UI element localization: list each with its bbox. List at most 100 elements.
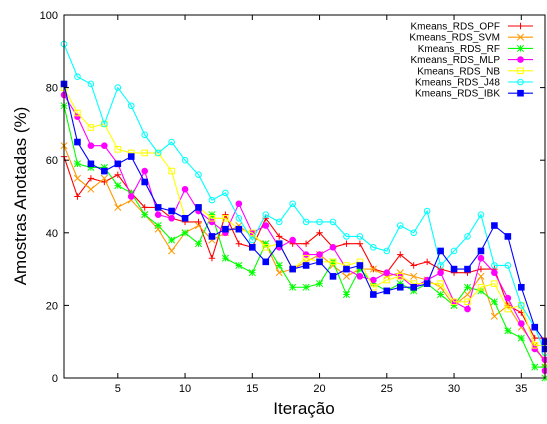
data-point (262, 258, 270, 266)
data-point (383, 287, 391, 295)
data-point (302, 240, 310, 247)
data-point (464, 305, 471, 313)
data-point (100, 174, 108, 182)
data-point (248, 269, 256, 277)
data-point (276, 233, 283, 240)
series-line (63, 83, 546, 349)
legend-marker (517, 56, 524, 63)
data-point (464, 265, 471, 273)
data-point (262, 240, 270, 248)
data-point (249, 244, 256, 251)
data-point (275, 218, 283, 226)
data-point (73, 160, 82, 168)
data-point (235, 200, 243, 208)
data-point (87, 80, 95, 88)
data-point (369, 280, 377, 288)
data-point (262, 211, 270, 218)
data-point (127, 193, 135, 200)
data-point (114, 182, 122, 190)
data-point (504, 305, 512, 313)
data-point (437, 290, 445, 299)
data-point (315, 280, 324, 288)
data-point (114, 146, 122, 153)
plot-frame (63, 14, 546, 379)
data-point (235, 225, 243, 233)
y-tick-label: 20 (46, 300, 58, 312)
data-point (73, 174, 82, 182)
data-point (275, 269, 283, 277)
data-point (531, 323, 539, 331)
data-point (477, 254, 485, 262)
data-point (396, 280, 404, 288)
data-point (208, 218, 216, 226)
data-point (154, 221, 162, 230)
data-point (410, 262, 417, 269)
y-tick-label: 100 (40, 10, 58, 22)
data-point (477, 247, 485, 255)
legend-item: Kmeans_RDS_IBK (415, 89, 533, 100)
data-point (410, 229, 418, 237)
data-point (316, 218, 323, 226)
data-point (329, 258, 337, 266)
x-axis-title: Iteração (273, 399, 334, 418)
data-point (87, 124, 95, 131)
data-point (316, 258, 323, 266)
data-point (397, 251, 404, 258)
data-point (235, 240, 243, 247)
data-point (141, 149, 148, 157)
legend-label: Kmeans_RDS_MLP (411, 55, 501, 66)
data-point (168, 207, 175, 215)
data-point (504, 294, 512, 302)
series-kmeans-rds-mlp (60, 91, 547, 375)
data-point (114, 171, 121, 178)
data-point (194, 221, 203, 230)
data-point (141, 204, 148, 211)
data-point (87, 142, 95, 149)
x-tick-label: 15 (246, 383, 258, 395)
data-point (491, 280, 498, 287)
data-point (262, 222, 270, 229)
series-kmeans-rds-rf (60, 102, 547, 382)
data-point (356, 233, 364, 240)
data-point (181, 156, 189, 164)
data-point (531, 342, 539, 349)
data-point (249, 229, 256, 237)
data-point (114, 203, 122, 211)
data-point (370, 244, 377, 251)
data-point (262, 244, 270, 251)
data-point (101, 120, 108, 128)
data-point (222, 189, 229, 197)
data-point (410, 287, 418, 295)
data-point (154, 211, 162, 218)
x-tick-label: 10 (179, 383, 191, 395)
data-point (289, 265, 296, 273)
data-point (302, 262, 310, 269)
data-point (222, 225, 229, 233)
data-point (463, 290, 472, 299)
data-point (370, 276, 377, 284)
x-tick-label: 30 (448, 383, 460, 395)
data-point (74, 109, 81, 117)
data-point (275, 240, 283, 247)
data-point (504, 233, 512, 240)
legend: Kmeans_RDS_OPFKmeans_RDS_SVMKmeans_RDS_R… (409, 22, 533, 100)
data-point (437, 247, 444, 255)
data-point (195, 218, 202, 226)
data-point (221, 254, 229, 262)
data-point (87, 185, 95, 193)
data-point (101, 142, 108, 149)
data-point (370, 291, 377, 298)
data-point (168, 138, 175, 146)
data-point (302, 283, 310, 291)
data-point (114, 84, 122, 91)
data-point (141, 211, 149, 219)
data-point (396, 222, 404, 229)
data-point (396, 273, 404, 280)
data-point (168, 167, 175, 175)
legend-label: Kmeans_RDS_IBK (415, 89, 500, 100)
y-tick-label: 80 (46, 83, 58, 95)
data-point (423, 258, 431, 266)
data-point (74, 138, 81, 146)
data-point (74, 193, 81, 200)
data-point (141, 131, 148, 139)
